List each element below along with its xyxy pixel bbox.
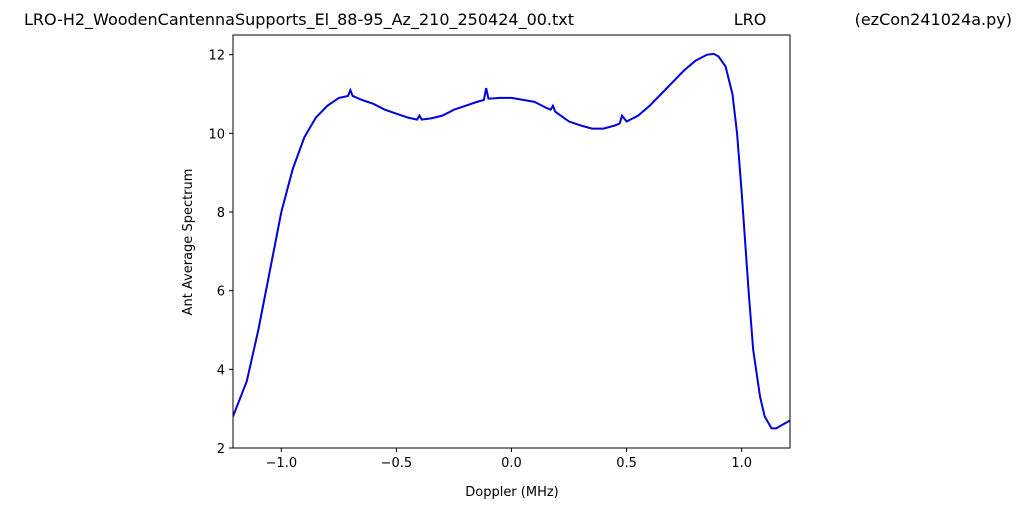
x-tick-label: −1.0	[266, 456, 298, 471]
y-tick-label: 8	[217, 206, 225, 221]
data-line	[233, 52, 790, 430]
chart-title: LRO-H2_WoodenCantennaSupports_El_88-95_A…	[24, 10, 574, 30]
x-tick-label: 1.0	[731, 456, 752, 471]
x-tick-label: 0.0	[501, 456, 522, 471]
x-tick-label: 0.5	[616, 456, 637, 471]
y-tick-label: 12	[208, 49, 225, 64]
chart-title-right: (ezCon241024a.py)	[855, 10, 1012, 29]
y-axis-label: Ant Average Spectrum	[181, 169, 196, 316]
y-tick-label: 10	[208, 127, 225, 142]
x-axis-label: Doppler (MHz)	[465, 485, 559, 500]
y-tick-label: 6	[217, 285, 225, 300]
chart-title-center: LRO	[734, 10, 767, 29]
y-tick-label: 2	[217, 442, 225, 457]
plot-frame	[232, 34, 791, 449]
y-tick-label: 4	[217, 363, 225, 378]
x-tick-label: −0.5	[381, 456, 413, 471]
